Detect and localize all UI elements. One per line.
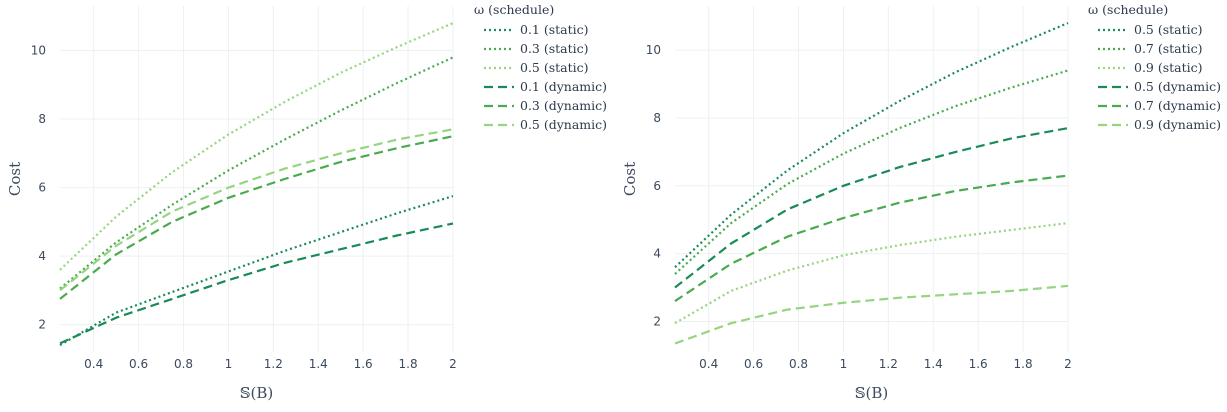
chart-panel-1: 0.4 0.6 0.8 1 1.2 1.4 1.6 1.8 2 2 4 6 8 10 𝕊(B) Cost ω (… [6,2,607,402]
legend-item-label[interactable]: 0.5 (dynamic) [520,117,607,132]
legend-item-label[interactable]: 0.3 (dynamic) [520,98,607,113]
x-tick-label: 1.8 [399,357,418,371]
x-tick-label: 1 [840,357,848,371]
legend-item-label[interactable]: 0.7 (static) [1134,41,1203,56]
x-tick-label: 0.4 [84,357,103,371]
series-line-5 [59,135,454,300]
x-tick-label: 1.2 [264,357,283,371]
legend: ω (schedule) 0.1 (static) 0.3 (static) 0.5 … [474,2,607,132]
y-tick-label: 4 [653,247,661,261]
y-tick-label: 2 [653,314,661,328]
y-tick-label: 6 [653,179,661,193]
legend-title: ω (schedule) [474,2,554,17]
y-tick-label: 4 [38,249,46,263]
x-tick-label: 1.6 [354,357,373,371]
y-tick-label: 10 [646,43,661,57]
legend-title: ω (schedule) [1088,2,1168,17]
chart-panel-2: 0.4 0.6 0.8 1 1.2 1.4 1.6 1.8 2 2 4 6 8 10 𝕊(B) Cost ω (… [621,2,1221,402]
legend-item-label[interactable]: 0.1 (static) [520,22,589,37]
legend-item-label[interactable]: 0.9 (dynamic) [1134,117,1221,132]
legend-item-label[interactable]: 0.9 (static) [1134,60,1203,75]
series-line-1 [59,195,454,347]
legend: ω (schedule) 0.5 (static) 0.7 (static) 0.9 … [1088,2,1221,132]
legend-item-label[interactable]: 0.7 (dynamic) [1134,98,1221,113]
y-axis-title: Cost [6,162,24,196]
x-tick-label: 1 [225,357,233,371]
legend-item-label[interactable]: 0.3 (static) [520,41,589,56]
x-tick-label: 0.8 [174,357,193,371]
x-tick-label: 2 [449,357,457,371]
x-tick-label: 1.8 [1014,357,1033,371]
x-axis-title: 𝕊(B) [240,384,274,402]
legend-item-label[interactable]: 0.1 (dynamic) [520,79,607,94]
x-tick-label: 0.6 [744,357,763,371]
x-tick-label: 1.4 [924,357,943,371]
x-tick-label: 0.8 [789,357,808,371]
series-line-2 [674,69,1069,275]
series-line-4 [674,127,1069,289]
legend-item-label[interactable]: 0.5 (static) [1134,22,1203,37]
y-tick-label: 10 [31,44,46,58]
y-tick-label: 8 [38,112,46,126]
x-axis-title: 𝕊(B) [855,384,889,402]
y-axis-title: Cost [621,162,639,196]
series-line-3 [59,22,454,271]
x-tick-label: 1.2 [879,357,898,371]
y-tick-label: 8 [653,111,661,125]
series-line-6 [674,284,1069,345]
series-line-4 [59,222,454,345]
legend-item-label[interactable]: 0.5 (static) [520,60,589,75]
legend-item-label[interactable]: 0.5 (dynamic) [1134,79,1221,94]
x-tick-label: 1.4 [309,357,328,371]
x-tick-label: 0.6 [129,357,148,371]
y-tick-label: 6 [38,181,46,195]
x-tick-label: 2 [1064,357,1072,371]
y-tick-label: 2 [38,318,46,332]
series-line-3 [674,222,1069,325]
series-line-6 [59,128,454,292]
x-tick-label: 1.6 [969,357,988,371]
series-line-2 [59,56,454,290]
x-tick-label: 0.4 [699,357,718,371]
series-line-5 [674,174,1069,303]
